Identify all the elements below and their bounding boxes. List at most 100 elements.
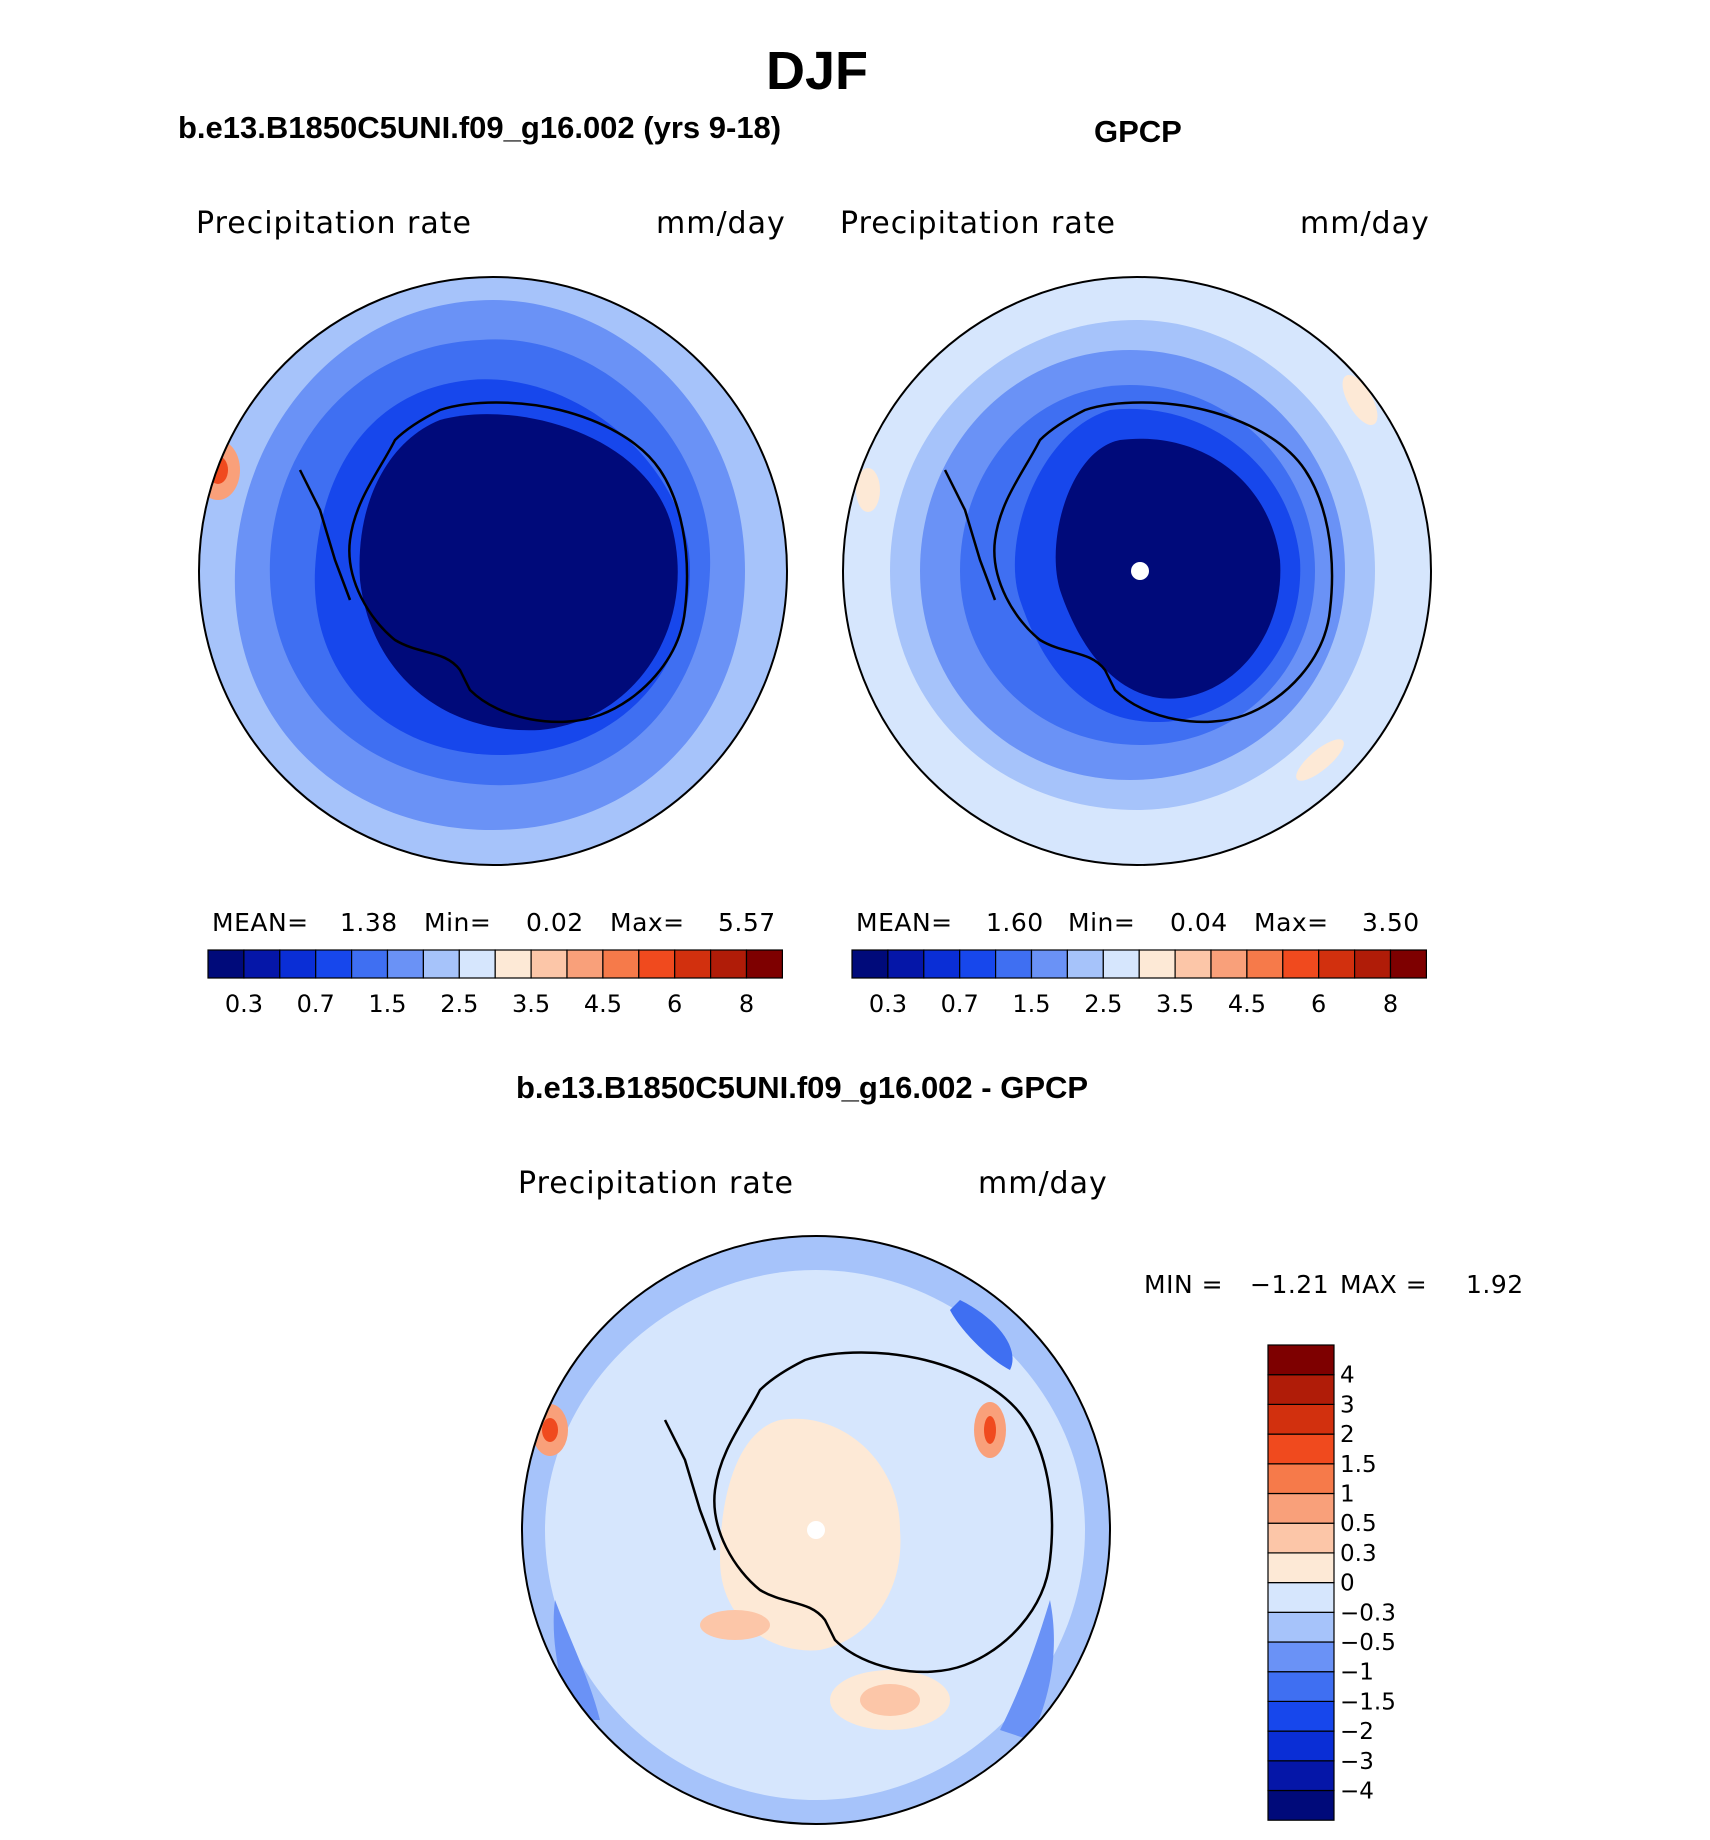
obs-colorbar: 0.3 0.7 1.5 2.5 3.5 4.5 6 8	[851, 949, 1428, 1018]
diff-colorbar-tick-label: −0.5	[1340, 1630, 1396, 1656]
model-colorbar-box	[674, 949, 712, 979]
obs-title: GPCP	[1094, 114, 1182, 149]
diff-title: b.e13.B1850C5UNI.f09_g16.002 - GPCP	[516, 1070, 1089, 1105]
model-colorbar-box	[566, 949, 604, 979]
diff-colorbar-box	[1267, 1611, 1335, 1643]
obs-colorbar-box	[923, 949, 961, 979]
obs-colorbar-tick-label: 8	[1383, 990, 1398, 1018]
obs-colorbar-tick-label: 1.5	[1012, 990, 1050, 1018]
obs-mean-label: MEAN=	[856, 908, 953, 937]
model-colorbar-tick-label: 6	[667, 990, 682, 1018]
diff-colorbar-tick-label: 2	[1340, 1422, 1355, 1448]
model-colorbar-box	[530, 949, 568, 979]
diff-colorbar-box	[1267, 1700, 1335, 1732]
diff-min-label: MIN =	[1144, 1270, 1224, 1299]
model-colorbar-box	[494, 949, 532, 979]
obs-colorbar-box	[1246, 949, 1284, 979]
diff-variable-label: Precipitation rate	[518, 1166, 794, 1201]
diff-colorbar-tick-label: 0.5	[1340, 1511, 1377, 1537]
diff-colorbar-tick-label: −1.5	[1340, 1689, 1396, 1715]
obs-colorbar-box	[1282, 949, 1320, 979]
obs-colorbar-box	[1210, 949, 1248, 979]
diff-colorbar-tick-label: −4	[1340, 1779, 1374, 1805]
diff-colorbar-box	[1267, 1492, 1335, 1524]
diff-colorbar-box	[1267, 1463, 1335, 1495]
obs-colorbar-box	[887, 949, 925, 979]
diff-max-label: MAX =	[1340, 1270, 1428, 1299]
diff-min-value: −1.21	[1250, 1270, 1330, 1299]
diff-colorbar-box	[1267, 1433, 1335, 1465]
diff-map-border	[521, 1235, 1111, 1825]
season-title: DJF	[765, 41, 868, 101]
diff-colorbar-box	[1267, 1789, 1335, 1821]
obs-colorbar-box	[994, 949, 1033, 979]
model-colorbar-tick-label: 3.5	[512, 990, 550, 1018]
obs-colorbar-box	[1138, 949, 1176, 979]
model-min-value: 0.02	[526, 908, 584, 937]
diff-colorbar-box	[1267, 1552, 1335, 1584]
obs-colorbar-tick-label: 6	[1311, 990, 1326, 1018]
obs-max-value: 3.50	[1362, 908, 1420, 937]
diff-colorbar-tick-label: −1	[1340, 1660, 1374, 1686]
diff-colorbar-tick-label: 0	[1340, 1571, 1355, 1597]
obs-colorbar-tick-label: 0.3	[869, 990, 907, 1018]
model-colorbar-box	[709, 949, 748, 979]
diff-colorbar-tick-label: 3	[1340, 1392, 1355, 1418]
obs-mean-value: 1.60	[986, 908, 1044, 937]
obs-colorbar-box	[1174, 949, 1212, 979]
model-colorbar-tick-label: 8	[739, 990, 754, 1018]
model-colorbar-tick-label: 0.3	[225, 990, 263, 1018]
model-mean-value: 1.38	[340, 908, 398, 937]
model-colorbar-box	[638, 949, 676, 979]
obs-colorbar-box	[959, 949, 997, 979]
diff-colorbar-tick-label: 1	[1340, 1482, 1355, 1508]
diff-colorbar: −4 −3 −2 −1.5 −1 −0.5 −0.3 0 0.3 0.5 1 1.5 2 3 4	[1267, 1344, 1396, 1821]
model-colorbar-box	[602, 949, 640, 979]
diff-colorbar-box	[1267, 1374, 1335, 1405]
diff-colorbar-box	[1267, 1581, 1335, 1613]
obs-min-label: Min=	[1068, 908, 1136, 937]
diff-units-label: mm/day	[978, 1166, 1108, 1201]
diff-colorbar-tick-label: 1.5	[1340, 1452, 1377, 1478]
obs-colorbar-tick-label: 0.7	[941, 990, 979, 1018]
obs-max-label: Max=	[1254, 908, 1329, 937]
obs-colorbar-box	[1353, 949, 1392, 979]
model-min-label: Min=	[424, 908, 492, 937]
obs-polar-map	[843, 277, 1431, 865]
obs-colorbar-box	[1389, 949, 1428, 979]
obs-colorbar-tick-label: 3.5	[1156, 990, 1194, 1018]
model-colorbar-box	[386, 949, 425, 979]
obs-variable-label: Precipitation rate	[840, 206, 1116, 241]
diff-colorbar-box	[1267, 1760, 1335, 1792]
model-max-label: Max=	[610, 908, 685, 937]
diff-colorbar-box	[1267, 1730, 1335, 1762]
model-case-title: b.e13.B1850C5UNI.f09_g16.002 (yrs 9-18)	[178, 110, 782, 145]
model-variable-label: Precipitation rate	[196, 206, 472, 241]
obs-colorbar-tick-label: 4.5	[1228, 990, 1266, 1018]
obs-colorbar-box	[1030, 949, 1069, 979]
model-map-border	[198, 276, 788, 866]
model-colorbar-box	[351, 949, 389, 979]
model-mean-label: MEAN=	[212, 908, 309, 937]
diff-colorbar-box	[1267, 1671, 1335, 1702]
diff-max-value: 1.92	[1466, 1270, 1524, 1299]
model-units-label: mm/day	[656, 206, 786, 241]
obs-colorbar-box	[1318, 949, 1356, 979]
obs-map-border	[842, 276, 1432, 866]
model-colorbar-box	[315, 949, 353, 979]
diff-colorbar-box	[1267, 1403, 1335, 1435]
obs-colorbar-box	[851, 949, 889, 979]
diff-colorbar-tick-label: −0.3	[1340, 1600, 1396, 1626]
obs-colorbar-tick-label: 2.5	[1084, 990, 1122, 1018]
model-colorbar-box	[422, 949, 460, 979]
model-colorbar-box	[243, 949, 281, 979]
model-colorbar-box	[458, 949, 496, 979]
model-colorbar-tick-label: 1.5	[368, 990, 406, 1018]
diff-colorbar-tick-label: 4	[1340, 1363, 1355, 1389]
diff-colorbar-tick-label: −2	[1340, 1719, 1374, 1745]
model-colorbar-box	[745, 949, 784, 979]
model-colorbar-tick-label: 0.7	[297, 990, 335, 1018]
diff-colorbar-box	[1267, 1344, 1335, 1376]
model-colorbar-tick-label: 4.5	[584, 990, 622, 1018]
